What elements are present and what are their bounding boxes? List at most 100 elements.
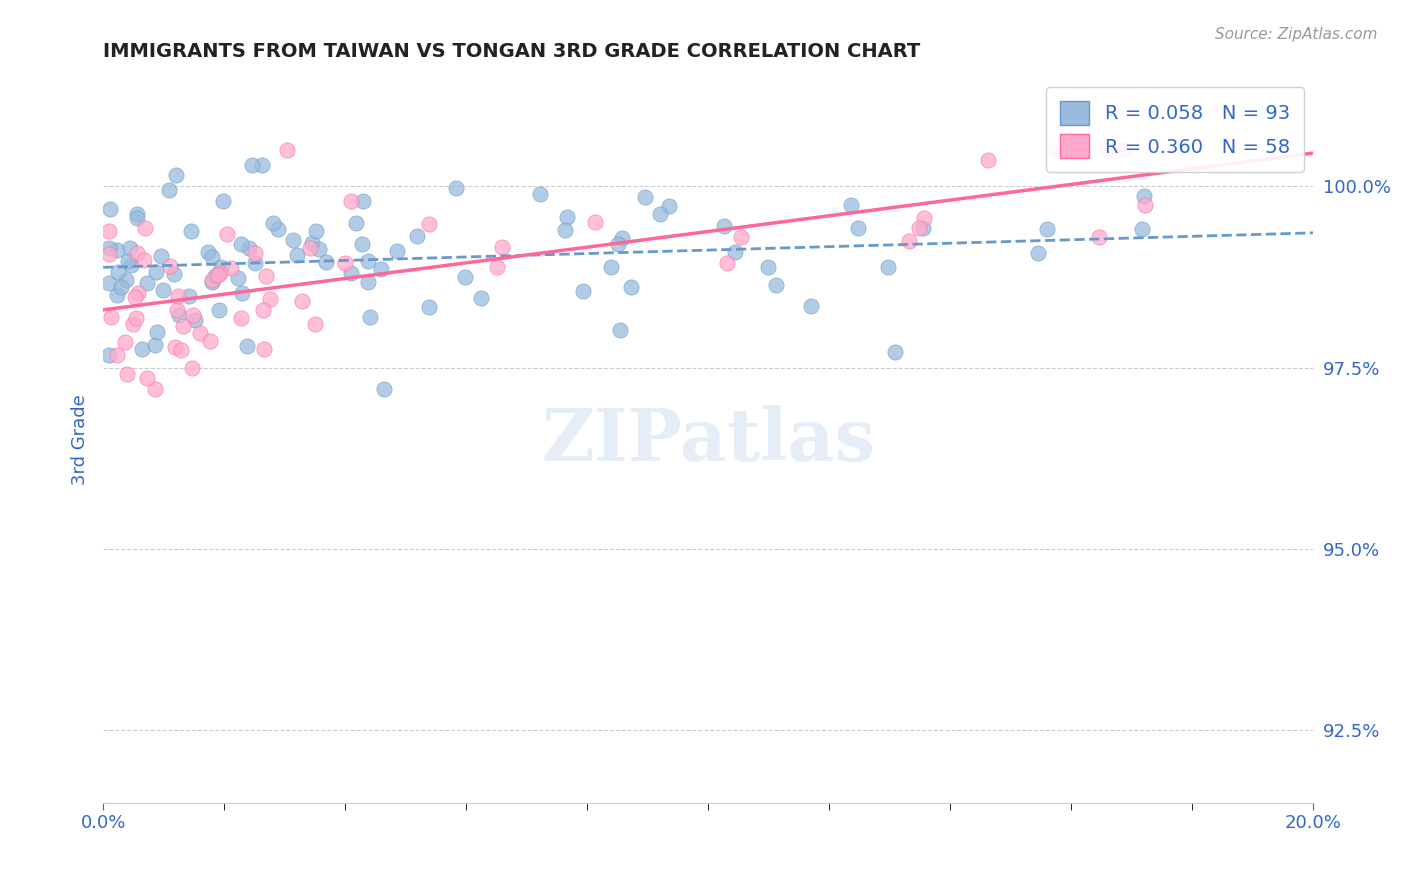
Point <box>159 259 181 273</box>
Point <box>406 229 429 244</box>
Point <box>648 207 671 221</box>
Point <box>127 286 149 301</box>
Point <box>110 280 132 294</box>
Point <box>555 210 578 224</box>
Point <box>235 339 257 353</box>
Point <box>572 284 595 298</box>
Point <box>127 246 149 260</box>
Point <box>125 207 148 221</box>
Point <box>166 303 188 318</box>
Point <box>716 256 738 270</box>
Point <box>238 241 260 255</box>
Point <box>612 231 634 245</box>
Point <box>172 319 194 334</box>
Point <box>1132 189 1154 203</box>
Point <box>583 214 606 228</box>
Point <box>756 260 779 274</box>
Point <box>1095 143 1118 157</box>
Point <box>163 268 186 282</box>
Point <box>221 261 243 276</box>
Point <box>634 190 657 204</box>
Point <box>470 291 492 305</box>
Point <box>883 345 905 359</box>
Point <box>201 273 224 287</box>
Point <box>285 248 308 262</box>
Point <box>385 244 408 259</box>
Point <box>1133 198 1156 212</box>
Point <box>107 244 129 258</box>
Point <box>200 334 222 348</box>
Point <box>350 237 373 252</box>
Point <box>165 168 187 182</box>
Point <box>146 325 169 339</box>
Point <box>170 343 193 357</box>
Point <box>907 220 929 235</box>
Point <box>135 276 157 290</box>
Point <box>724 245 747 260</box>
Point <box>181 308 204 322</box>
Point <box>98 224 121 238</box>
Point <box>357 254 380 268</box>
Point <box>208 302 231 317</box>
Point <box>304 317 326 331</box>
Point <box>197 244 219 259</box>
Point <box>231 285 253 300</box>
Point <box>305 224 328 238</box>
Point <box>800 299 823 313</box>
Point <box>201 250 224 264</box>
Point <box>100 202 122 216</box>
Point <box>207 268 229 283</box>
Point <box>132 252 155 267</box>
Point <box>418 217 440 231</box>
Point <box>848 221 870 235</box>
Point <box>180 223 202 237</box>
Point <box>100 310 122 325</box>
Point <box>254 269 277 284</box>
Point <box>373 382 395 396</box>
Point <box>114 335 136 350</box>
Point <box>267 222 290 236</box>
Point <box>145 265 167 279</box>
Point <box>911 221 934 235</box>
Point <box>125 211 148 225</box>
Point <box>120 258 142 272</box>
Point <box>1036 222 1059 236</box>
Point <box>259 293 281 307</box>
Point <box>122 317 145 331</box>
Point <box>301 235 323 250</box>
Point <box>1088 230 1111 244</box>
Point <box>291 293 314 308</box>
Point <box>115 367 138 381</box>
Point <box>444 181 467 195</box>
Point <box>339 266 361 280</box>
Point <box>124 290 146 304</box>
Point <box>117 253 139 268</box>
Point <box>250 158 273 172</box>
Point <box>163 340 186 354</box>
Point <box>240 158 263 172</box>
Point <box>184 313 207 327</box>
Point <box>167 289 190 303</box>
Point <box>839 198 862 212</box>
Point <box>609 323 631 337</box>
Point <box>620 279 643 293</box>
Point <box>359 310 381 324</box>
Point <box>143 337 166 351</box>
Point <box>229 237 252 252</box>
Point <box>912 211 935 225</box>
Point <box>253 342 276 356</box>
Point <box>554 223 576 237</box>
Point <box>765 278 787 293</box>
Point <box>491 239 513 253</box>
Point <box>226 270 249 285</box>
Text: ZIPatlas: ZIPatlas <box>541 405 876 475</box>
Point <box>157 182 180 196</box>
Point <box>204 269 226 284</box>
Point <box>298 241 321 255</box>
Point <box>262 216 284 230</box>
Point <box>454 270 477 285</box>
Point <box>418 301 440 315</box>
Point <box>215 227 238 241</box>
Point <box>599 260 621 275</box>
Point <box>243 246 266 260</box>
